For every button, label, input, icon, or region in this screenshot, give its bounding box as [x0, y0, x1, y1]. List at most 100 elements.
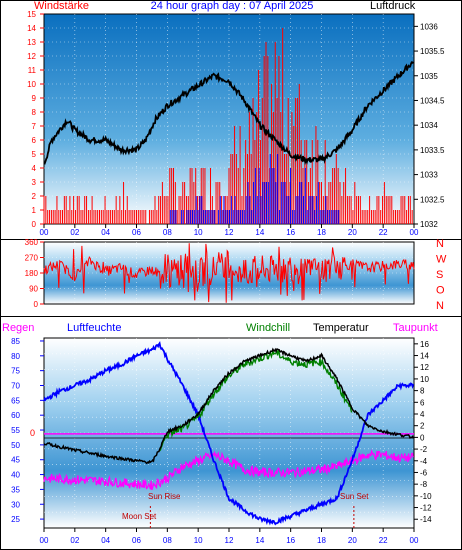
temperature-tick-label: 16 — [420, 340, 429, 349]
x-tick-label-bottom: 02 — [70, 536, 79, 545]
left-tick-label: 10 — [27, 80, 36, 89]
temperature-tick-label: -4 — [420, 457, 428, 466]
left-tick-label: 13 — [27, 38, 36, 47]
temperature-tick-label: 8 — [420, 387, 425, 396]
x-tick-label: 08 — [163, 228, 172, 237]
left-tick-label: 3 — [32, 178, 37, 187]
x-tick-label: 16 — [286, 228, 295, 237]
x-tick-label-bottom: 00 — [410, 536, 419, 545]
left-tick-label: 15 — [27, 10, 36, 19]
x-tick-label: 04 — [101, 228, 110, 237]
left-tick-label: 11 — [28, 66, 37, 75]
x-tick-label-bottom: 14 — [255, 536, 264, 545]
humidity-tick-label: 85 — [11, 337, 20, 346]
right-tick-label: 1034.5 — [420, 96, 445, 105]
windchill-label: Windchill — [246, 322, 290, 334]
left-tick-label: 0 — [32, 220, 37, 229]
right-tick-label: 1035 — [420, 72, 438, 81]
sun-rise-annotation: Sun Rise — [148, 492, 181, 501]
temperature-tick-label: -6 — [420, 468, 428, 477]
humidity-line — [43, 341, 415, 526]
temperature-tick-label: -2 — [420, 445, 428, 454]
left-tick-label: 14 — [27, 24, 36, 33]
x-tick-label: 20 — [348, 228, 357, 237]
x-tick-label: 14 — [255, 228, 264, 237]
humidity-tick-label: 30 — [11, 500, 20, 509]
humidity-tick-label: 75 — [11, 367, 20, 376]
temperature-tick-label: 14 — [420, 352, 429, 361]
temperature-tick-label: 4 — [420, 410, 425, 419]
right-tick-label: 1033 — [420, 171, 438, 180]
x-tick-label: 22 — [379, 228, 388, 237]
left-tick-label: 4 — [32, 164, 37, 173]
x-tick-label: 12 — [225, 228, 234, 237]
humidity-tick-label: 60 — [11, 411, 20, 420]
compass-label: W — [436, 254, 447, 266]
direction-tick-label: 270 — [25, 254, 39, 263]
x-tick-label-bottom: 04 — [101, 536, 110, 545]
left-axis-title: Windstärke — [34, 0, 89, 12]
right-tick-label: 1032 — [420, 220, 438, 229]
right-tick-label: 1035.5 — [420, 47, 445, 56]
direction-tick-label: 90 — [29, 285, 38, 294]
temperature-label: Temperatur — [313, 322, 369, 334]
humidity-tick-label: 55 — [11, 426, 20, 435]
x-tick-label-bottom: 08 — [163, 536, 172, 545]
humidity-tick-label: 50 — [11, 441, 20, 450]
dewpoint-label: Taupunkt — [393, 322, 438, 334]
moon-set-annotation: Moon Set — [122, 512, 157, 521]
humidity-label: Luftfeuchte — [67, 322, 121, 334]
compass-label: O — [436, 285, 445, 297]
rain-label: Regen — [2, 322, 34, 334]
left-tick-label: 5 — [32, 150, 37, 159]
left-tick-label: 1 — [32, 206, 37, 215]
compass-label: N — [436, 300, 444, 312]
wind-direction-line — [43, 243, 415, 303]
direction-tick-label: 0 — [34, 300, 39, 309]
left-tick-label: 6 — [32, 136, 37, 145]
x-tick-label-bottom: 10 — [194, 536, 203, 545]
x-tick-label-bottom: 20 — [348, 536, 357, 545]
left-tick-label: 8 — [32, 108, 37, 117]
direction-tick-label: 180 — [25, 269, 39, 278]
x-tick-label-bottom: 00 — [40, 536, 49, 545]
temperature-line — [43, 347, 414, 465]
direction-tick-label: 360 — [25, 238, 39, 247]
x-tick-label: 06 — [132, 228, 141, 237]
humidity-tick-label: 45 — [11, 456, 20, 465]
temperature-tick-label: 6 — [420, 398, 425, 407]
right-tick-label: 1033.5 — [420, 146, 445, 155]
right-tick-label: 1032.5 — [420, 195, 445, 204]
humidity-tick-label: 70 — [11, 382, 20, 391]
humidity-tick-label: 80 — [11, 352, 20, 361]
sun-set-annotation: Sun Set — [340, 492, 369, 501]
left-tick-label: 7 — [32, 122, 37, 131]
humidity-tick-label: 35 — [11, 485, 20, 494]
x-tick-label: 00 — [40, 228, 49, 237]
x-tick-label: 10 — [194, 228, 203, 237]
temperature-tick-label: 0 — [420, 433, 425, 442]
x-tick-label-bottom: 06 — [132, 536, 141, 545]
temperature-tick-label: 2 — [420, 422, 425, 431]
humidity-tick-label: 25 — [11, 515, 20, 524]
x-tick-label-bottom: 16 — [286, 536, 295, 545]
wind-bars-layer — [43, 28, 413, 224]
x-tick-label-bottom: 18 — [317, 536, 326, 545]
rain-zero-label: 0 — [30, 428, 35, 438]
temperature-tick-label: -10 — [420, 492, 432, 501]
right-axis-title: Luftdruck — [370, 0, 416, 12]
x-tick-label: 02 — [70, 228, 79, 237]
temperature-tick-label: -8 — [420, 480, 428, 489]
x-tick-label: 00 — [410, 228, 419, 237]
right-tick-label: 1034 — [420, 121, 438, 130]
temperature-tick-label: 10 — [420, 375, 429, 384]
left-tick-label: 9 — [32, 94, 37, 103]
temperature-tick-label: -14 — [420, 515, 432, 524]
x-tick-label-bottom: 22 — [379, 536, 388, 545]
compass-label: N — [436, 238, 444, 250]
x-tick-label: 18 — [317, 228, 326, 237]
compass-label: S — [436, 269, 443, 281]
humidity-tick-label: 65 — [11, 396, 20, 405]
